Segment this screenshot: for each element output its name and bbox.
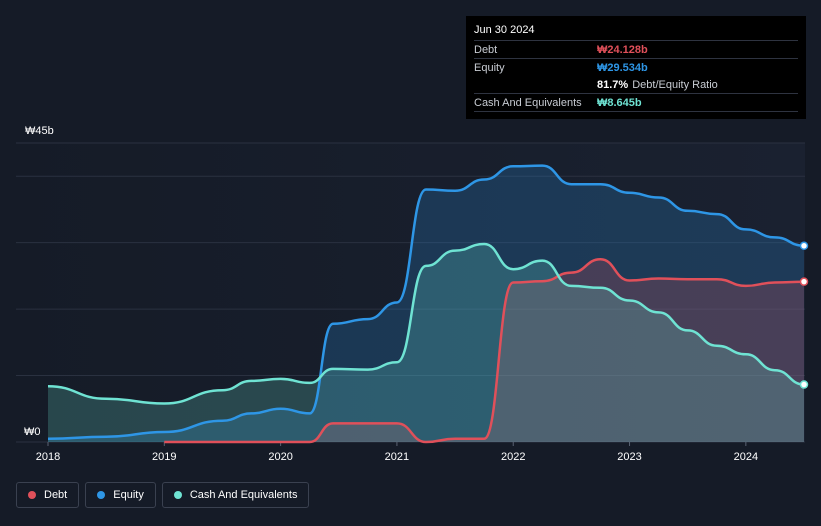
debt-line — [164, 258, 805, 444]
x-tick-2021: 2021 — [384, 451, 410, 463]
tooltip-row-cash: Cash And Equivalents ₩8.645b — [474, 93, 798, 112]
x-tick-2023: 2023 — [617, 451, 642, 463]
x-tick-2019: 2019 — [152, 451, 177, 463]
x-tick-2024: 2024 — [733, 451, 759, 463]
y-axis-top-label: ₩45b — [25, 125, 54, 137]
tooltip-label: Equity — [474, 61, 505, 74]
tooltip-value: 81.7% — [597, 78, 629, 91]
tooltip-row-debt: Debt ₩24.128b — [474, 40, 798, 58]
equity-area — [48, 165, 804, 442]
series-end-markers — [799, 241, 809, 389]
tooltip-row-ratio: 81.7% Debt/Equity Ratio — [474, 76, 798, 93]
legend-label: Cash And Equivalents — [189, 489, 298, 501]
equity-end-marker — [799, 241, 809, 251]
tooltip-label: Debt — [474, 43, 498, 56]
series-lines — [47, 164, 805, 444]
x-tick-2018: 2018 — [35, 451, 61, 463]
tooltip-label: Cash And Equivalents — [474, 96, 582, 109]
tooltip-value: ₩24.128b — [597, 43, 648, 56]
debt-dot-icon — [28, 491, 36, 499]
legend-item-cash[interactable]: Cash And Equivalents — [161, 482, 310, 508]
data-tooltip: Jun 30 2024 Debt ₩24.128b Equity ₩29.534… — [466, 16, 806, 119]
equity-line — [47, 164, 805, 440]
cash-and-equivalents-area — [48, 244, 804, 442]
legend-label: Equity — [113, 489, 144, 501]
y-axis-zero-label: ₩0 — [24, 426, 41, 438]
tooltip-value: ₩29.534b — [597, 61, 648, 74]
tooltip-row-equity: Equity ₩29.534b — [474, 58, 798, 76]
tooltip-value: ₩8.645b — [597, 96, 642, 109]
plot-background — [16, 143, 805, 442]
debt-end-marker — [799, 277, 809, 286]
equity-dot-icon — [97, 491, 106, 499]
legend-item-debt[interactable]: Debt — [16, 482, 80, 508]
legend-item-equity[interactable]: Equity — [85, 482, 156, 508]
legend-label: Debt — [44, 489, 68, 501]
cash-and-equivalents-line — [47, 242, 805, 405]
tooltip-ratio-label: Debt/Equity Ratio — [632, 78, 718, 91]
x-tick-2020: 2020 — [268, 451, 293, 463]
gridlines — [16, 142, 805, 446]
x-tick-2022: 2022 — [500, 451, 526, 463]
legend: Debt Equity Cash And Equivalents — [16, 482, 310, 508]
cash-dot-icon — [173, 491, 182, 499]
tooltip-date: Jun 30 2024 — [474, 24, 535, 36]
cash-and-equivalents-end-marker — [799, 380, 809, 389]
